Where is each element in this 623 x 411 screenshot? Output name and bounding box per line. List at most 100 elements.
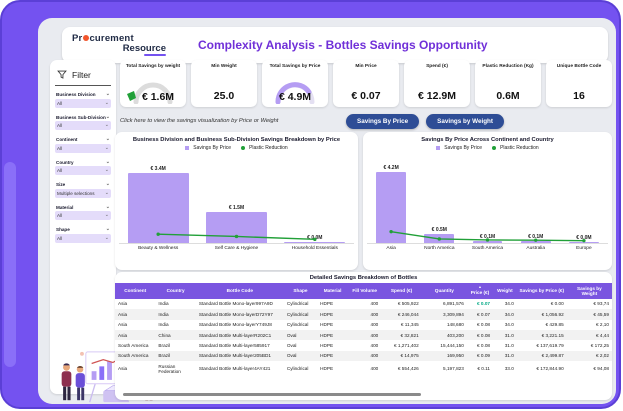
column-header-fill-volume[interactable]: Fill Volume bbox=[348, 283, 382, 299]
sort-ascending-icon: ▲ bbox=[478, 285, 482, 290]
table-cell: € 0.11 bbox=[477, 366, 491, 372]
table-cell: Brazil bbox=[158, 342, 171, 348]
column-header-quantity[interactable]: Quantity bbox=[421, 283, 467, 299]
filter-select-continent[interactable]: All ⌄ bbox=[55, 143, 111, 153]
kpi-card-total-savings-by-price[interactable]: Total Savings by Price € 4.9M bbox=[262, 60, 328, 107]
kpi-card-unique-bottle-code[interactable]: Unique Bottle Code 16 bbox=[546, 60, 612, 107]
filter-label-continent[interactable]: Continent ⌄ bbox=[56, 136, 110, 143]
table-row[interactable]: Asia China Standard Bottle Multi-layerR202… bbox=[115, 330, 612, 341]
chevron-down-icon: ⌄ bbox=[104, 234, 109, 241]
legend-purple-square-icon bbox=[436, 146, 441, 150]
column-header-savings-by-price-[interactable]: Savings by Price (€) bbox=[516, 283, 567, 299]
bar-value-label: € 0.5M bbox=[431, 227, 447, 233]
filter-label-size[interactable]: Size ⌄ bbox=[56, 181, 110, 188]
kpi-row: Total Savings by weight € 1.6M Min Weigh… bbox=[120, 60, 612, 107]
column-header-savings-by-weight[interactable]: Savings by Weight bbox=[566, 283, 612, 299]
table-cell: € 0.08 bbox=[477, 342, 491, 348]
bar-north-america[interactable] bbox=[424, 234, 455, 243]
table-cell: 403,200 bbox=[446, 332, 464, 338]
table-cell: € 45,59 bbox=[593, 311, 609, 317]
table-cell: South America bbox=[118, 342, 149, 348]
bar-south-america[interactable] bbox=[472, 241, 503, 243]
kpi-card-min-weight[interactable]: Min Weight 25.0 bbox=[191, 60, 257, 107]
bar-value-label: € 3.4M bbox=[150, 166, 166, 172]
table-cell: Asia bbox=[118, 366, 128, 372]
bar-self-care-hygiene[interactable] bbox=[205, 212, 268, 243]
filter-select-business-division[interactable]: All ⌄ bbox=[55, 98, 111, 108]
column-header-bottle-code[interactable]: Bottle Code bbox=[195, 283, 284, 299]
filter-label-shape[interactable]: Shape ⌄ bbox=[56, 226, 110, 233]
x-axis-label: Self Care & Hygiene bbox=[214, 246, 259, 251]
filter-group-size: Size ⌄ Multiple selections ⌄ bbox=[55, 182, 111, 198]
filter-select-business-sub-division[interactable]: All ⌄ bbox=[55, 121, 111, 130]
table-cell: Russian Federation bbox=[158, 363, 181, 375]
savings-by-price-button[interactable]: Savings By Price bbox=[346, 113, 420, 129]
chevron-down-icon: ⌄ bbox=[104, 189, 109, 196]
kpi-value: € 0.07 bbox=[351, 90, 381, 102]
table-body: Asia India Standard Bottle Mono-layer997A9… bbox=[115, 299, 612, 377]
table-cell: 400 bbox=[370, 353, 379, 359]
kpi-card-min-price[interactable]: Min Price € 0.07 bbox=[333, 60, 399, 107]
kpi-label: Spend (€) bbox=[426, 64, 448, 69]
bar-household-essentials[interactable] bbox=[284, 242, 346, 243]
savings-by-weight-button[interactable]: Savings by Weight bbox=[426, 113, 504, 129]
filter-label-business-division[interactable]: Business Division ⌄ bbox=[56, 91, 110, 98]
table-cell: 34.0 bbox=[504, 322, 514, 328]
chevron-down-icon: ⌄ bbox=[105, 181, 110, 187]
table-cell: € 429.85 bbox=[545, 322, 564, 328]
bar-slot: € 4.2M bbox=[367, 154, 415, 243]
kpi-card-spend-[interactable]: Spend (€) € 12.9M bbox=[404, 60, 470, 107]
x-axis: Beauty & Wellness Self Care & Hygiene Hous… bbox=[119, 246, 354, 251]
bar-slot: € 0.0M bbox=[560, 154, 608, 243]
horizontal-scrollbar[interactable] bbox=[123, 393, 603, 397]
chevron-down-icon: ⌄ bbox=[104, 144, 109, 151]
table-row[interactable]: Asia India Standard Bottle Mono-layerD72Y9… bbox=[115, 309, 612, 320]
x-axis-label: Europe bbox=[576, 246, 592, 251]
filter-label-country[interactable]: Country ⌄ bbox=[56, 158, 110, 165]
column-header-spend-[interactable]: Spend (€) bbox=[381, 283, 422, 299]
bar-value-label: € 0.1M bbox=[528, 234, 544, 240]
table-row[interactable]: Asia India Standard Bottle Mono-layer997A9… bbox=[115, 299, 612, 309]
x-axis-label: Australia bbox=[526, 246, 546, 251]
filter-label-material[interactable]: Material ⌄ bbox=[56, 203, 110, 210]
column-header-price-[interactable]: ▲ Price (€) bbox=[466, 283, 494, 299]
filter-select-country[interactable]: All ⌄ bbox=[55, 166, 111, 175]
table-cell: 148,680 bbox=[446, 322, 464, 328]
filter-group-material: Material ⌄ All ⌄ bbox=[55, 203, 111, 220]
bar-asia[interactable] bbox=[376, 172, 407, 243]
chart-continent-breakdown: Savings By Price Across Continent and Co… bbox=[363, 132, 612, 270]
column-header-country[interactable]: Country bbox=[155, 283, 196, 299]
kpi-label: Min Price bbox=[355, 64, 377, 69]
filter-select-size[interactable]: Multiple selections ⌄ bbox=[55, 188, 111, 198]
table-cell: 400 bbox=[370, 332, 379, 338]
table-cell: € 2,02 bbox=[595, 353, 609, 359]
savings-table: Continent Country Bottle Code Shape Material… bbox=[115, 283, 612, 377]
scrollbar-thumb[interactable] bbox=[123, 393, 421, 396]
gauge-arc-icon bbox=[133, 82, 173, 104]
table-row[interactable]: Asia India Standard Bottle Mono-layerY749J… bbox=[115, 320, 612, 330]
chart-division-breakdown: Business Division and Business Sub-Divis… bbox=[115, 132, 358, 270]
table-cell: 400 bbox=[370, 311, 379, 317]
bar-beauty-wellness[interactable] bbox=[127, 173, 189, 243]
column-header-shape[interactable]: Shape bbox=[283, 283, 318, 299]
table-title: Detailed Savings Breakdown of Bottles bbox=[309, 275, 418, 281]
table-row[interactable]: South America Brazil Standard Bottle Multi… bbox=[115, 340, 612, 350]
filter-select-shape[interactable]: All ⌄ bbox=[55, 233, 111, 243]
bar-australia[interactable] bbox=[520, 241, 551, 243]
filter-select-material[interactable]: All ⌄ bbox=[55, 211, 111, 220]
column-header-weight[interactable]: Weight bbox=[493, 283, 517, 299]
table-row[interactable]: South America Brazil Standard Bottle Multi… bbox=[115, 350, 612, 362]
kpi-card-plastic-reduction-kg-[interactable]: Plastic Reduction (Kg) 0.6M bbox=[475, 60, 541, 107]
kpi-card-total-savings-by-weight[interactable]: Total Savings by weight € 1.6M bbox=[120, 60, 186, 107]
table-cell: HDPE bbox=[320, 301, 334, 307]
column-header-material[interactable]: Material bbox=[317, 283, 349, 299]
filter-label-business-sub-division[interactable]: Business Sub-Division ⌄ bbox=[56, 113, 110, 120]
table-row[interactable]: Asia Russian Federation Standard Bottle Mu… bbox=[115, 361, 612, 377]
bar-slot: € 0.5M bbox=[415, 154, 463, 243]
logo-dot-icon bbox=[82, 34, 89, 41]
table-cell: HDPE bbox=[320, 342, 334, 348]
table-cell: HDPE bbox=[320, 366, 334, 372]
table-cell: Oval bbox=[286, 353, 297, 359]
column-header-continent[interactable]: Continent bbox=[115, 283, 156, 299]
bar-europe[interactable] bbox=[568, 242, 599, 243]
